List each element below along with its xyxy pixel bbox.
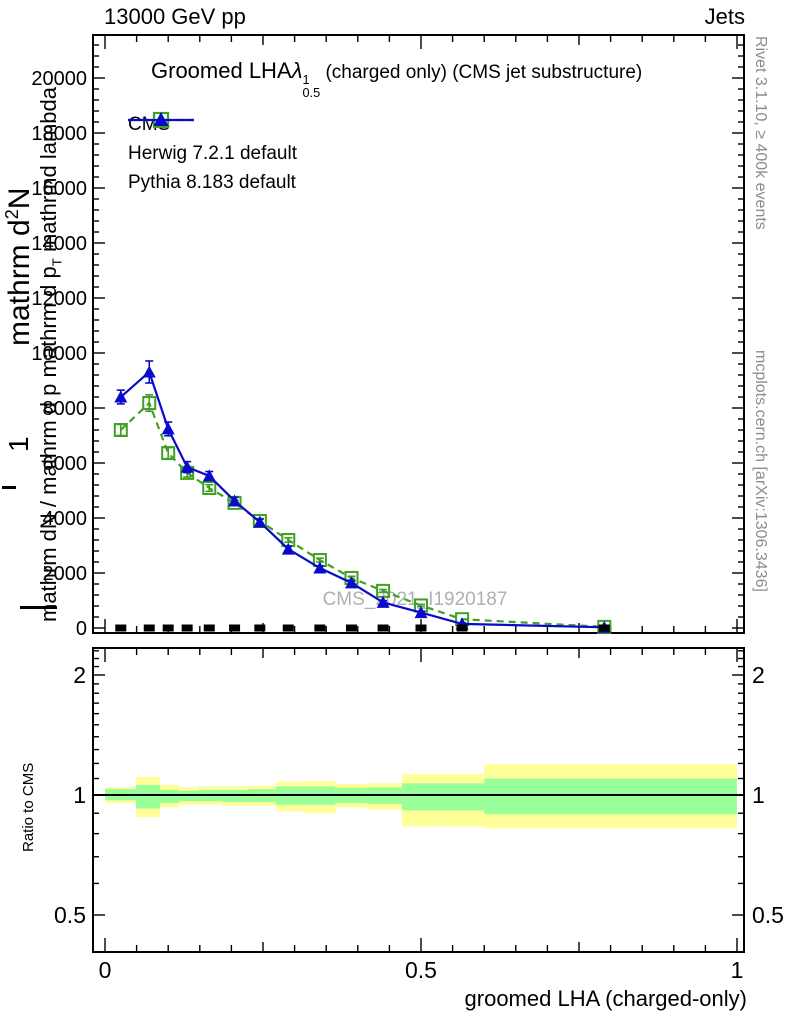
x-ticks: 0 0.5 1 [99,35,744,983]
green-band [159,789,179,803]
cms-series [115,624,610,632]
pythia-marker [202,469,216,482]
cms-marker [345,624,357,632]
cms-marker [203,624,215,632]
ratio-y-tick-label: 2 [73,662,86,688]
y-tick-label: 4000 [43,508,88,530]
pythia-marker [281,542,295,555]
pythia-marker [180,460,194,473]
y-tick-label: 10000 [31,343,87,365]
pythia-marker [344,576,358,589]
x-tick-label: 0.5 [405,957,437,983]
ratio-y-tick-label: 2 [752,662,765,688]
ratio-panel-frame [92,647,745,953]
ratio-y-tick-label: 0.5 [54,902,86,928]
ratio-y-tick-label: 0.5 [752,902,784,928]
y-tick-label: 18000 [31,123,87,145]
pythia-marker [161,422,175,435]
cms-marker [415,624,427,632]
pythia-marker [142,365,156,378]
y-tick-label: 2000 [43,563,88,585]
cms-marker [143,624,155,632]
y-tick-label: 20000 [31,68,87,90]
pythia-marker [414,606,428,619]
y-tick-label: 8000 [43,398,88,420]
cms-marker [229,624,241,632]
y-tick-label: 14000 [31,233,87,255]
pythia-series [114,360,611,633]
fraction-bar [2,486,16,489]
pythia-marker [376,595,390,608]
green-band [135,784,160,809]
x-tick-label: 0 [99,957,112,983]
panel-frames [92,34,745,953]
cms-marker [598,624,610,632]
herwig-marker [113,423,128,437]
green-band [443,783,485,811]
cms-marker [314,624,326,632]
cms-marker [254,624,266,632]
cms-marker [181,624,193,632]
herwig-series-line [120,401,605,628]
y-tick-label: 12000 [31,288,87,310]
y-tick-label: 6000 [43,453,88,475]
pythia-marker [228,494,242,507]
cms-marker [282,624,294,632]
cms-marker [115,624,127,632]
herwig-marker [142,396,157,411]
cms-marker [377,624,389,632]
y-tick-label: 16000 [31,178,87,200]
ratio-bands [105,764,737,829]
fraction-bar [20,606,57,609]
pythia-series-line [120,370,605,629]
cms-marker [456,624,468,632]
green-band [484,778,737,815]
main-panel-frame [92,34,745,634]
green-band [402,783,444,811]
main-y-ticks: 0 2000 4000 6000 8000 10000 12000 14000 16000 180… [31,44,744,640]
herwig-marker [161,446,176,461]
cms-marker [162,624,174,632]
herwig-marker [202,481,217,496]
ratio-y-tick-label: 1 [73,782,86,808]
ratio-y-tick-label: 1 [752,782,765,808]
pythia-marker [114,390,128,403]
x-tick-label: 1 [731,957,744,983]
y-tick-label: 0 [76,618,87,640]
pythia-marker [313,561,327,574]
ratio-y-ticks: 2 2 1 1 0.5 0.5 [54,650,784,928]
pythia-marker [253,515,267,528]
